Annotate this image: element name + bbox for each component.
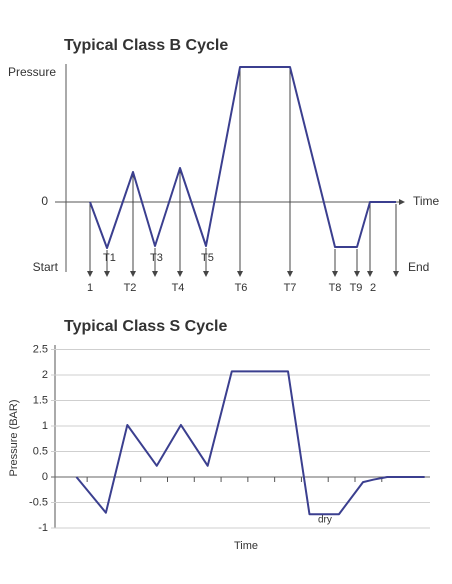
y-tick-label: -0.5 xyxy=(29,496,48,508)
time-label: T4 xyxy=(172,282,185,294)
time-label: T1 xyxy=(103,252,116,264)
diagram-title: Typical Class B Cycle xyxy=(64,37,228,54)
y-tick-label: 2 xyxy=(42,369,48,381)
y-tick-label: 1 xyxy=(42,420,48,432)
chart-title: Typical Class S Cycle xyxy=(64,318,227,335)
time-label: T6 xyxy=(235,282,248,294)
drop-lines xyxy=(87,69,399,277)
y-tick-label: 1.5 xyxy=(33,394,48,406)
time-label: T2 xyxy=(124,282,137,294)
time-label: T9 xyxy=(350,282,363,294)
y-axis-label: Pressure xyxy=(8,65,56,79)
end-label: End xyxy=(408,260,429,274)
time-label: T3 xyxy=(150,252,163,264)
y-tick-label: 2.5 xyxy=(33,343,48,355)
x-axis-label: Time xyxy=(413,194,440,208)
cycle-line xyxy=(89,66,396,249)
y-tick-label: -1 xyxy=(38,522,48,534)
zero-label: 0 xyxy=(41,194,48,208)
time-label: T7 xyxy=(284,282,297,294)
y-tick-label: 0 xyxy=(42,471,48,483)
time-label: 1 xyxy=(87,282,93,294)
time-label: T8 xyxy=(329,282,342,294)
y-tick-label: 0.5 xyxy=(33,445,48,457)
x-axis-label: Time xyxy=(234,540,258,552)
y-axis-label: Pressure (BAR) xyxy=(8,399,20,476)
data-line xyxy=(75,370,425,516)
time-label: 2 xyxy=(370,282,376,294)
time-label: T5 xyxy=(201,252,214,264)
annotation: dry xyxy=(318,515,332,526)
start-label: Start xyxy=(33,260,59,274)
